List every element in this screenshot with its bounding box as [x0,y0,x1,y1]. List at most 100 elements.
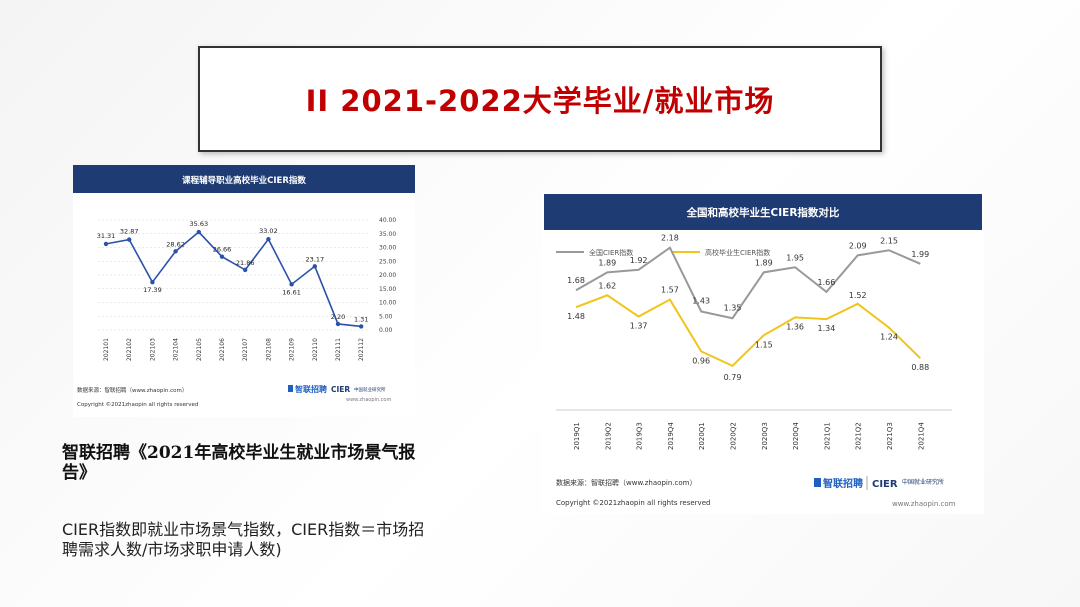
y-tick-label: 15.00 [379,286,396,293]
x-tick-label: 2019Q1 [573,422,581,450]
chart-left-source: 数据来源：智联招聘（www.zhaopin.com） [77,386,187,394]
grad-data-label: 1.24 [880,333,898,342]
x-tick-label: 2020Q2 [730,422,738,450]
chart-right-copyright: Copyright ©2021zhaopin all rights reserv… [556,499,710,507]
x-tick-label: 202102 [126,338,133,361]
national-data-label: 2.15 [880,236,898,245]
x-tick-label: 2021Q2 [855,422,863,450]
grad-data-label: 1.37 [630,322,648,331]
data-label: 21.86 [236,259,255,267]
data-label: 1.31 [354,315,368,323]
grad-data-label: 0.88 [911,363,929,372]
data-label: 16.61 [282,288,301,296]
chart-right-data-labels: 1.68 1.89 1.92 2.18 1.43 1.35 1.89 1.95 1.66 2.09… [567,234,929,382]
data-point [312,264,317,269]
data-point [335,321,341,327]
chart-right-x-axis: 2019Q1 2019Q2 2019Q3 2019Q4 2020Q1 2020Q2 2020… [573,422,925,450]
y-tick-label: 40.00 [379,217,396,224]
chart-right-website: www.zhaopin.com [892,500,956,508]
data-point [103,241,109,247]
x-tick-label: 202103 [149,338,156,361]
grad-data-label: 1.15 [755,340,773,349]
x-tick-label: 202107 [242,338,249,361]
national-data-label: 1.43 [692,296,710,305]
chart-left: 课程辅导职业高校毕业CIER指数 40.00 35.00 30.00 25.00 20.… [73,165,415,408]
data-point [127,237,132,242]
slide-title: II 2021-2022大学毕业/就业市场 [305,84,775,118]
grad-data-label: 1.48 [567,312,585,321]
chart-left-website: www.zhaopin.com [346,397,391,403]
data-label: 31.31 [97,232,116,240]
x-tick-label: 202112 [358,338,365,361]
zhaopin-logo-icon [814,478,821,487]
legend-grad-label: 高校毕业生CIER指数 [705,248,770,257]
chart-left-series-line [105,230,362,328]
x-tick-label: 202111 [335,338,342,361]
national-data-label: 1.89 [755,258,773,267]
data-point [219,254,225,259]
data-label: 32.87 [120,228,139,236]
chart-left-grid [98,219,369,331]
chart-right-logo2-sub: 中国就业研究所 [902,478,944,486]
x-tick-label: 202106 [219,338,226,361]
chart-right-legend: 全国CIER指数 高校毕业生CIER指数 [556,248,770,257]
grad-data-label: 1.52 [849,291,867,300]
data-label: 26.66 [213,246,232,254]
y-tick-label: 0.00 [379,327,393,334]
national-data-label: 1.89 [598,258,616,267]
data-point [243,267,248,273]
x-tick-label: 202108 [265,338,272,361]
national-data-label: 1.99 [911,250,929,259]
grad-data-label: 0.96 [692,356,710,365]
national-data-label: 2.18 [661,234,679,243]
data-point [150,279,155,285]
x-tick-label: 2020Q4 [792,422,800,450]
x-tick-label: 202104 [173,338,180,361]
zhaopin-logo-icon [288,385,293,392]
data-label: 33.02 [259,227,278,235]
x-tick-label: 202105 [196,338,203,361]
series-national-line [575,246,921,320]
data-label: 35.63 [189,220,208,228]
chart-left-y-axis: 40.00 35.00 30.00 25.00 20.00 15.00 10.00 5.00 0… [379,217,396,334]
y-tick-label: 35.00 [379,231,396,238]
grad-data-label: 1.34 [817,324,835,333]
national-data-label: 1.92 [630,256,648,265]
x-tick-label: 202101 [103,338,110,361]
x-tick-label: 2020Q1 [698,422,706,450]
x-tick-label: 2021Q1 [823,422,831,450]
grad-data-label: 1.62 [598,281,616,290]
cier-description: CIER指数即就业市场景气指数，CIER指数＝市场招聘需求人数/市场求职申请人数… [62,520,425,559]
grad-data-label: 1.36 [786,322,804,331]
y-tick-label: 25.00 [379,258,396,265]
chart-card-right: 全国和高校毕业生CIER指数对比 全国CIER指数 高校毕业生CIER指数 20… [542,192,984,514]
chart-left-logo2-sub: 中国就业研究所 [354,386,386,393]
y-tick-label: 5.00 [379,313,393,320]
x-tick-label: 2021Q4 [917,422,925,450]
chart-left-logo2: CIER [331,385,350,394]
national-data-label: 1.35 [724,303,742,312]
series-grad-line [575,294,921,368]
chart-card-left: 课程辅导职业高校毕业CIER指数 40.00 35.00 30.00 25.00 20.… [73,165,415,417]
y-tick-label: 20.00 [379,272,396,279]
chart-left-logo: 智联招聘 [295,384,327,394]
report-caption: 智联招聘《2021年高校毕业生就业市场景气报告》 [62,443,416,483]
x-tick-label: 2020Q3 [761,422,769,450]
x-tick-label: 2019Q4 [667,422,675,450]
national-data-label: 1.66 [817,278,835,287]
chart-right-logo: 智联招聘 [823,477,863,490]
chart-right-logo2: CIER [872,479,898,490]
chart-right-header [544,194,982,230]
chart-left-copyright: Copyright ©2021zhaopin all rights reserv… [77,401,198,408]
legend-national-label: 全国CIER指数 [589,248,633,257]
grad-data-label: 0.79 [724,373,742,382]
data-point [196,229,201,235]
x-tick-label: 2019Q3 [636,422,644,450]
chart-left-header [73,165,415,193]
grad-data-label: 1.57 [661,286,679,295]
chart-right: 全国和高校毕业生CIER指数对比 全国CIER指数 高校毕业生CIER指数 20… [544,194,982,508]
x-tick-label: 2021Q3 [886,422,894,450]
slide-title-box: II 2021-2022大学毕业/就业市场 [198,46,882,152]
data-point [173,249,178,254]
chart-left-x-axis: 202101 202102 202103 202104 202105 202106 2021… [103,338,365,361]
